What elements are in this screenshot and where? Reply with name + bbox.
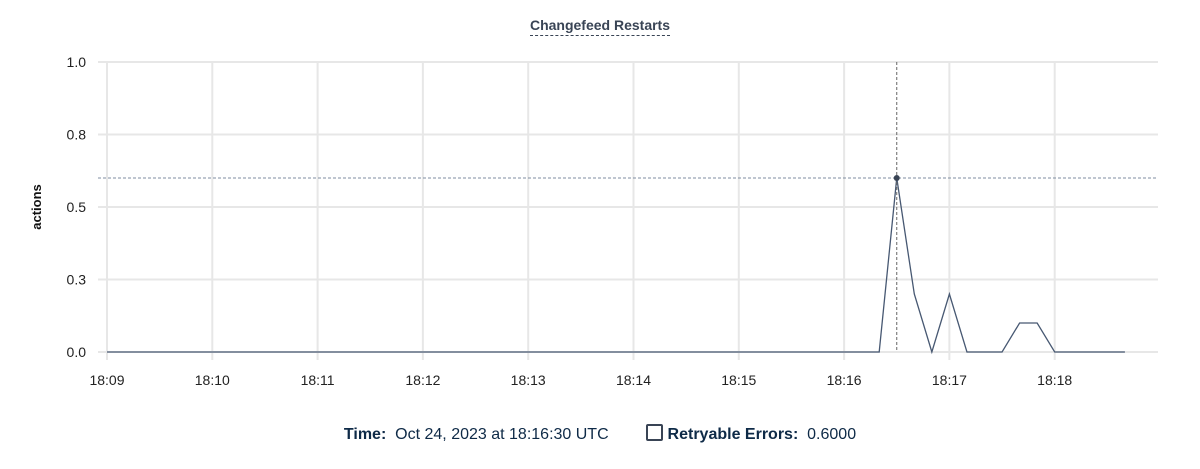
series-value: 0.6000	[807, 426, 857, 443]
x-tick-label: 18:17	[932, 372, 967, 388]
x-tick-label: 18:09	[89, 372, 124, 388]
series-checkbox[interactable]	[645, 424, 663, 441]
series-label: Retryable Errors:	[667, 426, 799, 443]
chart: 0.0 0.3 0.5 0.8 1.0 18:09 18:10 18:11 18:12 18:13…	[29, 54, 1158, 388]
x-tick-label: 18:18	[1037, 372, 1072, 388]
x-tick-label: 18:14	[616, 372, 651, 388]
time-value: Oct 24, 2023 at 18:16:30 UTC	[395, 426, 609, 443]
y-tick-label: 0.0	[67, 344, 87, 360]
x-tick-label: 18:10	[195, 372, 230, 388]
chart-title-text: Changefeed Restarts	[529, 17, 671, 36]
x-tick-label: 18:11	[301, 372, 335, 388]
chart-title[interactable]: Changefeed Restarts	[0, 17, 1200, 36]
series-line	[107, 177, 1125, 355]
x-tick-label: 18:16	[827, 372, 862, 388]
x-tick-label: 18:12	[405, 372, 440, 388]
time-label: Time:	[343, 426, 387, 443]
y-tick-label: 0.5	[67, 199, 87, 215]
y-tick-label: 0.3	[67, 272, 87, 288]
y-tick-label: 0.8	[67, 127, 87, 143]
y-tick-label: 1.0	[67, 54, 87, 70]
y-axis-label: actions	[29, 184, 44, 230]
x-tick-label: 18:15	[721, 372, 756, 388]
x-tick-label: 18:13	[511, 372, 546, 388]
hover-point	[893, 175, 900, 181]
legend: Time: Oct 24, 2023 at 18:16:30 UTC Retry…	[0, 424, 1200, 444]
